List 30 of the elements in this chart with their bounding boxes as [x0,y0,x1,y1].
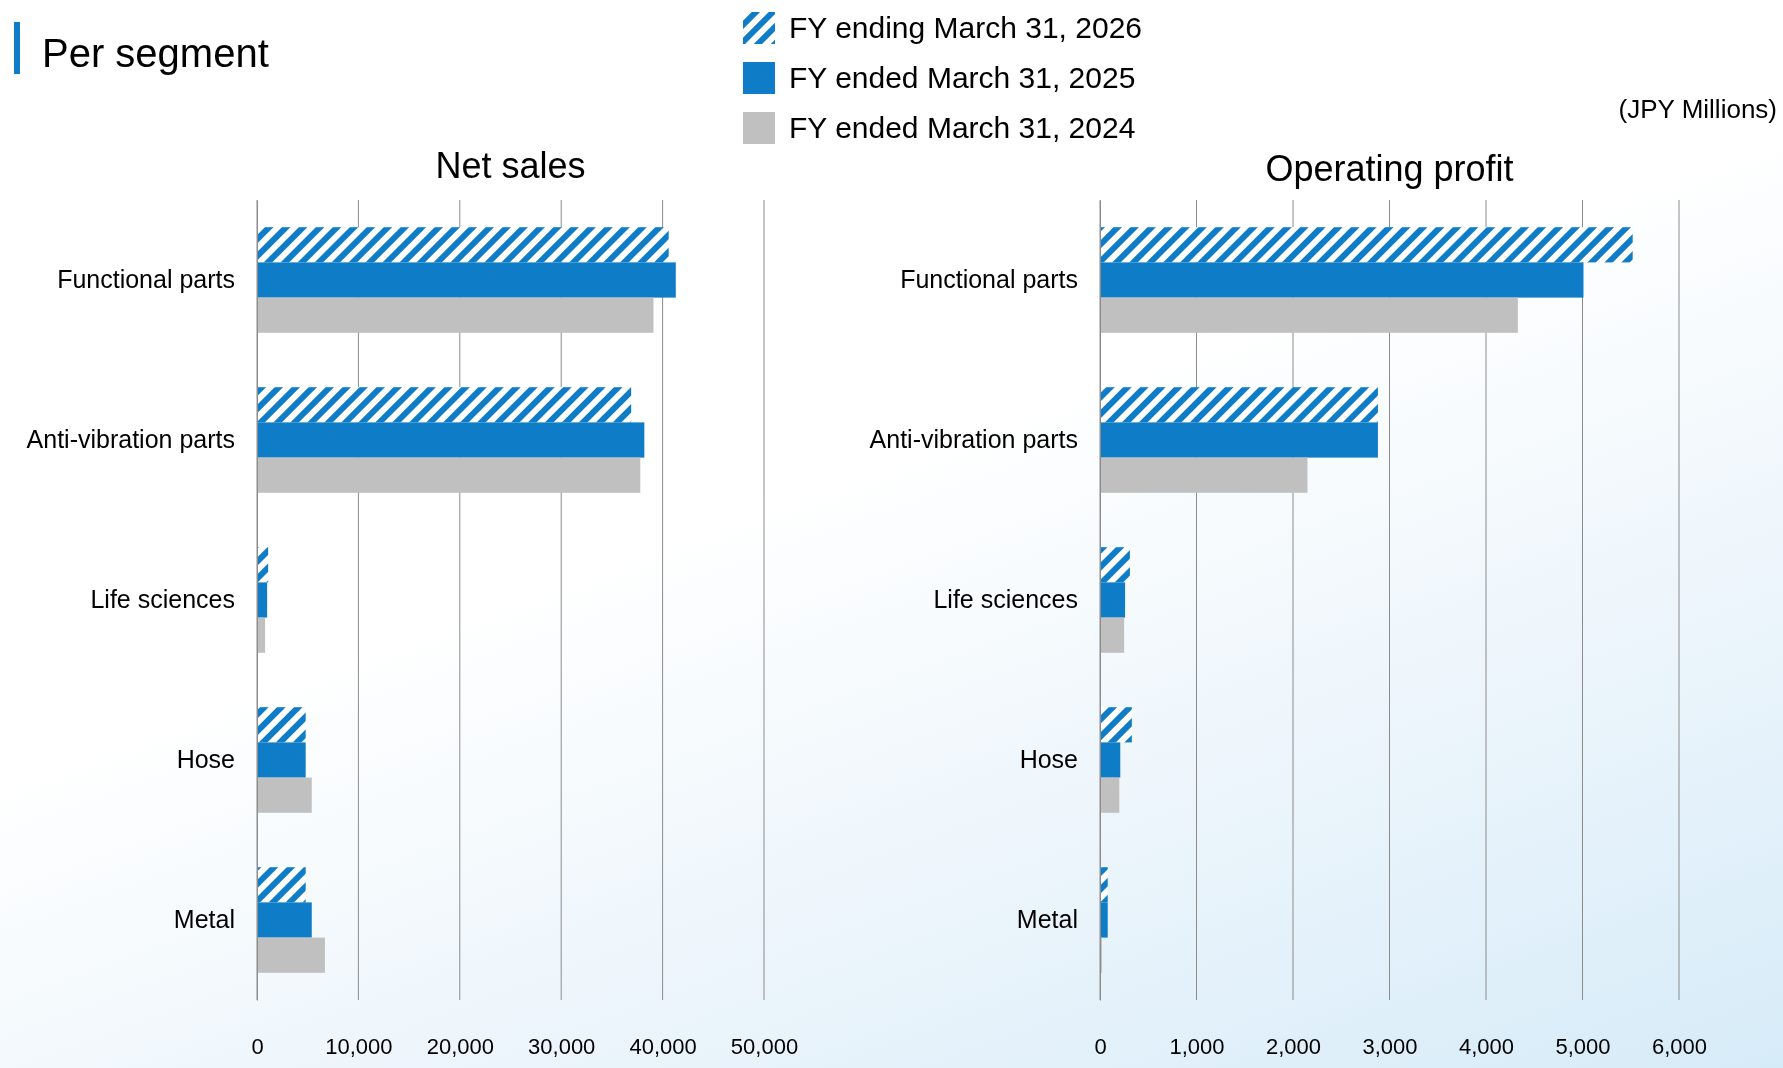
x-tick-label: 0 [1094,1033,1107,1059]
y-tick-label: Life sciences [90,585,235,613]
x-tick-label: 30,000 [528,1033,596,1059]
y-tick-label: Life sciences [933,585,1078,613]
x-tick-label: 3,000 [1362,1033,1418,1059]
x-tick-label: 5,000 [1555,1033,1611,1059]
text: Per segment [42,31,269,75]
y-tick-label: Anti-vibration parts [869,425,1078,453]
x-tick-label: 1,000 [1169,1033,1225,1059]
x-tick-label: 40,000 [629,1033,697,1059]
text: FY ending March 31, 2026 [789,11,1143,44]
legend-label: FY ended March 31, 2024 [789,111,1136,144]
x-tick-label: 10,000 [325,1033,393,1059]
chart-title: Net sales [435,145,586,186]
x-tick-label: 2,000 [1265,1033,1322,1059]
x-tick-label: 6,000 [1651,1033,1708,1059]
x-tick-label: 0 [251,1033,264,1059]
y-tick-label: Functional parts [57,265,235,293]
y-tick-label: Functional parts [900,265,1078,293]
y-tick-label: Hose [176,745,235,773]
x-tick-label: 20,000 [426,1033,494,1059]
legend-label: FY ended March 31, 2025 [789,61,1136,94]
y-tick-label: Metal [173,905,235,933]
text: (JPY Millions) [1618,94,1777,124]
x-tick-label: 4,000 [1458,1033,1515,1059]
chart-title: Operating profit [1265,148,1514,189]
y-tick-label: Hose [1019,745,1078,773]
x-tick-label: 50,000 [730,1033,799,1059]
y-tick-label: Metal [1016,905,1078,933]
y-tick-label: Anti-vibration parts [26,425,235,453]
